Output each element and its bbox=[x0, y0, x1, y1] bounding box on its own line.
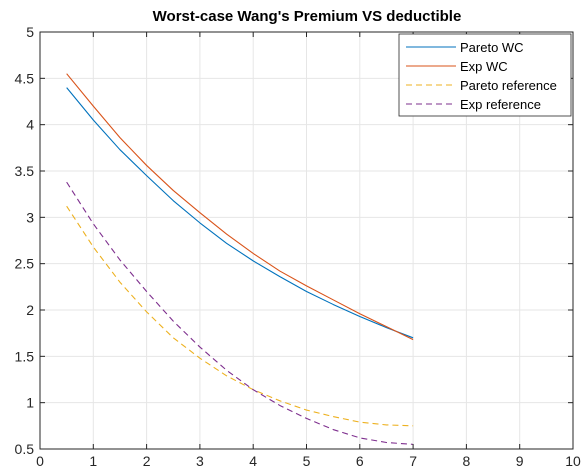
y-tick-label-8: 4.5 bbox=[15, 70, 35, 86]
x-tick-label-0: 0 bbox=[36, 453, 44, 469]
x-tick-label-9: 9 bbox=[516, 453, 524, 469]
y-tick-label-1: 1 bbox=[26, 395, 34, 411]
y-tick-label-9: 5 bbox=[26, 24, 34, 40]
legend-label-1: Pareto WC bbox=[460, 40, 524, 55]
y-tick-label-6: 3.5 bbox=[15, 163, 35, 179]
legend-label-2: Exp WC bbox=[460, 59, 508, 74]
y-tick-label-3: 2 bbox=[26, 302, 34, 318]
x-tick-label-6: 6 bbox=[356, 453, 364, 469]
x-tick-label-8: 8 bbox=[463, 453, 471, 469]
legend-label-4: Exp reference bbox=[460, 97, 541, 112]
x-tick-label-7: 7 bbox=[409, 453, 417, 469]
y-tick-label-4: 2.5 bbox=[15, 256, 35, 272]
series-line-1 bbox=[66, 87, 414, 339]
legend-box bbox=[398, 33, 572, 117]
x-tick-label-2: 2 bbox=[143, 453, 151, 469]
y-axis-ticks: 0.5 1 1.5 2 2.5 3 3.5 4 4.5 5 bbox=[15, 24, 573, 457]
legend: Pareto WC Exp WC Pareto reference Exp refer… bbox=[398, 33, 572, 117]
series-line-3 bbox=[66, 205, 414, 427]
y-tick-label-7: 4 bbox=[26, 117, 34, 133]
legend-label-3: Pareto reference bbox=[460, 78, 557, 93]
series-line-4 bbox=[66, 181, 414, 445]
x-tick-label-1: 1 bbox=[89, 453, 97, 469]
y-tick-label-5: 3 bbox=[26, 209, 34, 225]
series-line-2 bbox=[66, 73, 414, 341]
x-tick-label-3: 3 bbox=[196, 453, 204, 469]
x-tick-label-10: 10 bbox=[565, 453, 581, 469]
x-axis-ticks: 0 1 2 3 4 5 6 7 8 9 10 bbox=[36, 32, 581, 469]
y-tick-label-0: 0.5 bbox=[15, 441, 35, 457]
x-tick-label-5: 5 bbox=[303, 453, 311, 469]
series-layer bbox=[66, 73, 414, 445]
y-tick-label-2: 1.5 bbox=[15, 348, 35, 364]
chart-title: Worst-case Wang's Premium VS deductible bbox=[153, 8, 462, 25]
x-tick-label-4: 4 bbox=[249, 453, 257, 469]
